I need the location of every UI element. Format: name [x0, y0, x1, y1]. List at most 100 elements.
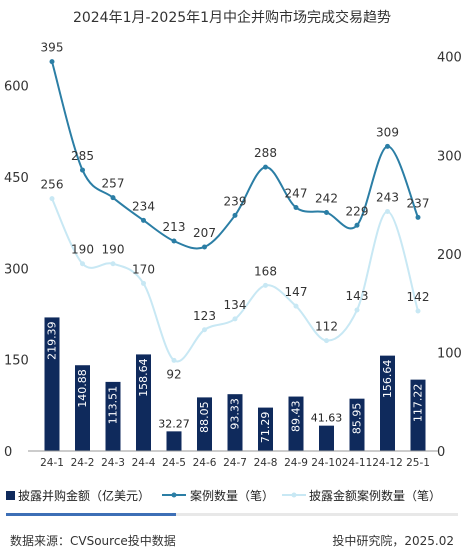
bar — [319, 425, 334, 451]
line-value-label: 213 — [163, 220, 186, 234]
line-value-label: 285 — [71, 149, 94, 163]
right-axis-tick: 400 — [437, 51, 462, 66]
right-axis-tick: 100 — [437, 346, 462, 361]
source-note: 数据来源：CVSource投中数据 — [10, 533, 176, 548]
x-axis-tick: 24-4 — [132, 457, 156, 469]
bar-series — [44, 317, 426, 451]
line-value-label: 190 — [102, 243, 125, 257]
x-axis-tick: 25-1 — [406, 457, 430, 469]
line-point — [49, 59, 55, 65]
line-value-label: 234 — [132, 199, 155, 213]
left-axis-tick: 0 — [4, 445, 12, 460]
line-value-label: 123 — [193, 309, 216, 323]
line-value-label: 134 — [224, 298, 247, 312]
legend-light-label: 披露金额案例数量（笔） — [309, 488, 441, 503]
line-value-label: 190 — [71, 243, 94, 257]
line-value-label: 247 — [285, 187, 308, 201]
bar — [410, 379, 426, 451]
line-value-label: 257 — [102, 177, 125, 191]
line-point — [293, 205, 299, 211]
series-line — [51, 198, 419, 363]
x-axis-tick: 24-10 — [311, 457, 342, 469]
footer-accent-bar — [6, 513, 176, 516]
bar-value-label: 156.64 — [381, 360, 394, 399]
line-value-label: 395 — [41, 41, 64, 55]
legend-bar-swatch — [6, 491, 15, 500]
line-point — [324, 338, 329, 344]
line-value-label: 207 — [193, 226, 216, 240]
footer-divider — [176, 513, 458, 516]
x-axis-tick: 24-6 — [193, 457, 217, 469]
line-value-label: 168 — [254, 264, 277, 278]
line-value-label: 288 — [254, 146, 277, 160]
line-point — [232, 316, 238, 322]
bar — [136, 354, 151, 451]
bar — [380, 355, 395, 451]
publisher-note: 投中研究院，2025.02 — [332, 533, 454, 548]
bar-value-label: 113.51 — [107, 386, 120, 425]
line-value-label: 143 — [346, 289, 369, 303]
bar-value-label: 41.63 — [311, 412, 343, 425]
x-axis-tick: 24-2 — [71, 457, 95, 469]
line-value-label: 243 — [376, 190, 399, 204]
bar-value-label: 140.88 — [76, 369, 89, 408]
line-point — [415, 308, 421, 314]
line-value-label: 147 — [285, 285, 308, 299]
line-point — [324, 209, 329, 215]
bar-value-label: 71.29 — [259, 412, 272, 444]
bar-value-label: 88.05 — [198, 401, 211, 433]
x-axis-tick: 24-5 — [162, 457, 186, 469]
line-value-label: 237 — [407, 196, 430, 210]
line-point — [80, 167, 85, 173]
bar — [258, 407, 273, 451]
bar — [197, 397, 212, 451]
right-axis-tick: 300 — [437, 149, 462, 164]
right-axis-tick: 200 — [437, 248, 462, 263]
line-value-label: 229 — [346, 204, 369, 218]
legend-bar-label: 披露并购金额（亿美元） — [18, 488, 150, 503]
bar-value-label: 93.33 — [229, 398, 242, 430]
x-axis-tick: 24-11 — [342, 457, 373, 469]
line-point — [110, 195, 116, 201]
series-line — [51, 61, 419, 250]
line-value-label: 142 — [407, 290, 430, 304]
left-axis-tick: 450 — [4, 171, 29, 186]
left-axis-tick: 150 — [4, 354, 29, 369]
line-value-label: 112 — [315, 320, 338, 334]
line-point — [49, 196, 55, 202]
bar-value-label: 219.39 — [46, 321, 59, 360]
line-value-label: 239 — [224, 194, 247, 208]
left-axis: 0 150 300 450 600 — [4, 80, 29, 460]
bar-value-label: 32.27 — [158, 417, 190, 430]
line-point — [354, 307, 360, 313]
line-point — [110, 261, 116, 267]
bar — [105, 381, 121, 451]
x-axis-tick: 24-8 — [254, 457, 278, 469]
line-point — [202, 327, 207, 333]
right-axis: 0 100 200 300 400 — [437, 51, 462, 460]
bar — [227, 394, 243, 451]
line-point — [263, 282, 268, 288]
bar — [44, 317, 60, 451]
line-point — [385, 208, 390, 214]
line-value-label: 309 — [376, 125, 399, 139]
bar-value-label: 89.43 — [290, 401, 303, 433]
x-axis-tick: 24-7 — [223, 457, 247, 469]
line-point — [141, 280, 146, 286]
chart-title: 2024年1月-2025年1月中企并购市场完成交易趋势 — [73, 9, 391, 26]
left-axis-tick: 300 — [4, 262, 29, 277]
light-line-series: 256 190 190 170 92 123 134 168 147 112 143 243 142 — [41, 178, 430, 382]
line-point — [263, 164, 268, 170]
line-point — [385, 143, 390, 149]
right-axis-tick: 0 — [437, 445, 445, 460]
x-axis-tick: 24-3 — [101, 457, 125, 469]
line-point — [141, 217, 146, 223]
line-value-label: 170 — [132, 262, 155, 276]
left-axis-tick: 600 — [4, 80, 29, 95]
bar — [288, 396, 304, 451]
x-axis-tick: 24-1 — [40, 457, 64, 469]
bar — [75, 365, 90, 451]
line-point — [232, 212, 238, 218]
x-axis-tick: 24-9 — [284, 457, 308, 469]
